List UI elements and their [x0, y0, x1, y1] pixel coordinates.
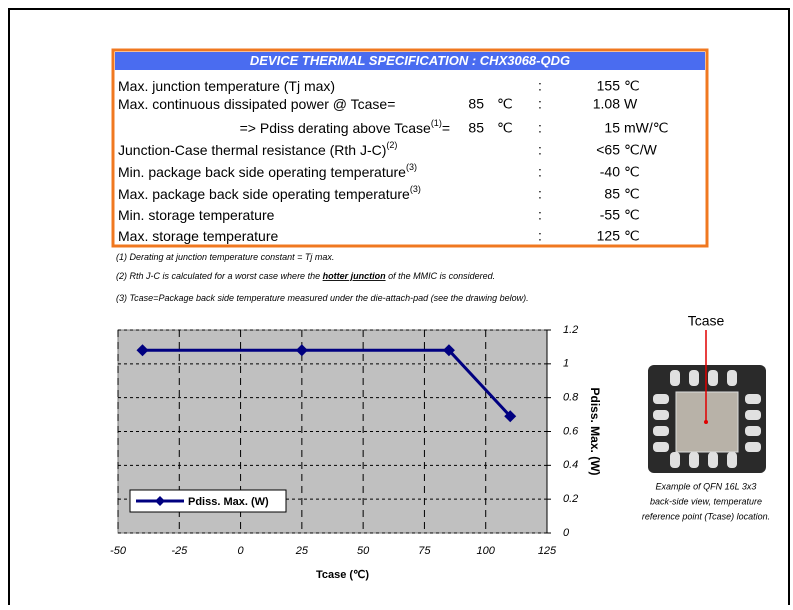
- separator: :: [538, 78, 542, 94]
- x-tick-label: 75: [418, 545, 431, 557]
- series-line: [142, 348, 512, 418]
- note-ref: (3): [410, 184, 421, 194]
- value: 85: [604, 186, 620, 202]
- x-tick-label: 100: [477, 545, 496, 557]
- unit: W: [624, 96, 638, 112]
- y2-tick-label: 0: [563, 527, 570, 539]
- y2-tick-label: 0.8: [563, 392, 579, 404]
- label-text: Max. continuous dissipated power @ Tcase…: [118, 96, 395, 112]
- unit: ℃: [624, 207, 640, 223]
- tcase-unit: ℃: [497, 96, 513, 112]
- row-label: => Pdiss derating above Tcase(1)=: [240, 118, 450, 135]
- unit: ℃: [624, 186, 640, 202]
- x-tick-label: 50: [357, 545, 370, 557]
- footnote: (3) Tcase=Package back side temperature …: [116, 293, 529, 303]
- unit: ℃: [624, 78, 640, 94]
- separator: :: [538, 164, 542, 180]
- value: 125: [597, 228, 621, 244]
- label-text: Max. package back side operating tempera…: [118, 186, 410, 202]
- unit: ℃: [624, 228, 640, 244]
- spec-box: [111, 48, 709, 248]
- separator: :: [538, 228, 542, 244]
- legend-label: Pdiss. Max. (W): [188, 496, 269, 508]
- note-ref: (1): [431, 118, 442, 128]
- row-label: Max. storage temperature: [118, 228, 279, 244]
- label-text: Min. storage temperature: [118, 207, 275, 223]
- label-text: => Pdiss derating above Tcase: [240, 120, 431, 136]
- value: -40: [600, 164, 620, 180]
- separator: :: [538, 186, 542, 202]
- value: 1.08: [593, 96, 620, 112]
- x-axis-label: Tcase (℃): [316, 569, 369, 581]
- legend-box: [129, 489, 287, 513]
- tcase-value: 85: [468, 96, 484, 112]
- y2-axis-label: Pdiss. Max. (W): [588, 387, 602, 475]
- x-tick-label: -25: [171, 545, 188, 557]
- y2-tick-label: 1.2: [563, 324, 578, 336]
- separator: :: [538, 120, 542, 136]
- row-label: Min. package back side operating tempera…: [118, 162, 417, 179]
- label-text: Min. package back side operating tempera…: [118, 164, 406, 180]
- y2-tick-label: 0.6: [563, 425, 579, 437]
- label-text: Max. storage temperature: [118, 228, 279, 244]
- row-label: Max. continuous dissipated power @ Tcase…: [118, 96, 395, 112]
- x-tick-label: 125: [538, 545, 557, 557]
- legend-marker: [155, 496, 165, 506]
- note-ref: (2): [386, 140, 397, 150]
- footnote: (1) Derating at junction temperature con…: [116, 252, 334, 262]
- row-label: Max. package back side operating tempera…: [118, 184, 421, 201]
- figure-caption: Example of QFN 16L 3x3: [656, 481, 757, 491]
- row-label: Min. storage temperature: [118, 207, 275, 223]
- label-text: Max. junction temperature (Tj max): [118, 78, 335, 94]
- figure-label: Tcase: [688, 313, 725, 329]
- separator: :: [538, 142, 542, 158]
- note-text: of the MMIC is considered.: [386, 271, 496, 281]
- title-bar: [115, 52, 705, 70]
- x-tick-label: -50: [110, 545, 127, 557]
- figure-caption: back-side view, temperature: [650, 496, 762, 506]
- footnote: (2) Rth J-C is calculated for a worst ca…: [116, 271, 495, 281]
- unit: ℃/W: [624, 142, 658, 158]
- note-text: (1) Derating at junction temperature con…: [116, 252, 334, 262]
- note-text: (3) Tcase=Package back side temperature …: [116, 293, 529, 303]
- tcase-value: 85: [468, 120, 484, 136]
- data-point: [136, 344, 149, 357]
- label-text: Junction-Case thermal resistance (Rth J-…: [118, 142, 386, 158]
- data-point: [504, 410, 517, 423]
- data-point: [442, 344, 455, 357]
- label-suffix: =: [442, 120, 450, 136]
- separator: :: [538, 96, 542, 112]
- note-text: hotter junction: [323, 271, 386, 281]
- package-image: [648, 330, 766, 473]
- data-point: [295, 344, 308, 357]
- tcase-unit: ℃: [497, 120, 513, 136]
- figure-caption: reference point (Tcase) location.: [642, 511, 770, 521]
- unit: ℃: [624, 164, 640, 180]
- note-ref: (3): [406, 162, 417, 172]
- x-tick-label: 0: [238, 545, 245, 557]
- row-label: Max. junction temperature (Tj max): [118, 78, 335, 94]
- value: -55: [600, 207, 620, 223]
- y2-tick-label: 0.4: [563, 459, 578, 471]
- value: 15: [604, 120, 620, 136]
- unit: mW/℃: [624, 120, 669, 136]
- value: <65: [596, 142, 620, 158]
- note-text: (2) Rth J-C is calculated for a worst ca…: [116, 271, 323, 281]
- x-tick-label: 25: [295, 545, 309, 557]
- separator: :: [538, 207, 542, 223]
- y2-tick-label: 1: [563, 358, 569, 370]
- table-title: DEVICE THERMAL SPECIFICATION : CHX3068-Q…: [250, 53, 570, 68]
- row-label: Junction-Case thermal resistance (Rth J-…: [118, 140, 397, 157]
- y2-tick-label: 0.2: [563, 493, 578, 505]
- page-frame: [8, 8, 790, 605]
- value: 155: [597, 78, 621, 94]
